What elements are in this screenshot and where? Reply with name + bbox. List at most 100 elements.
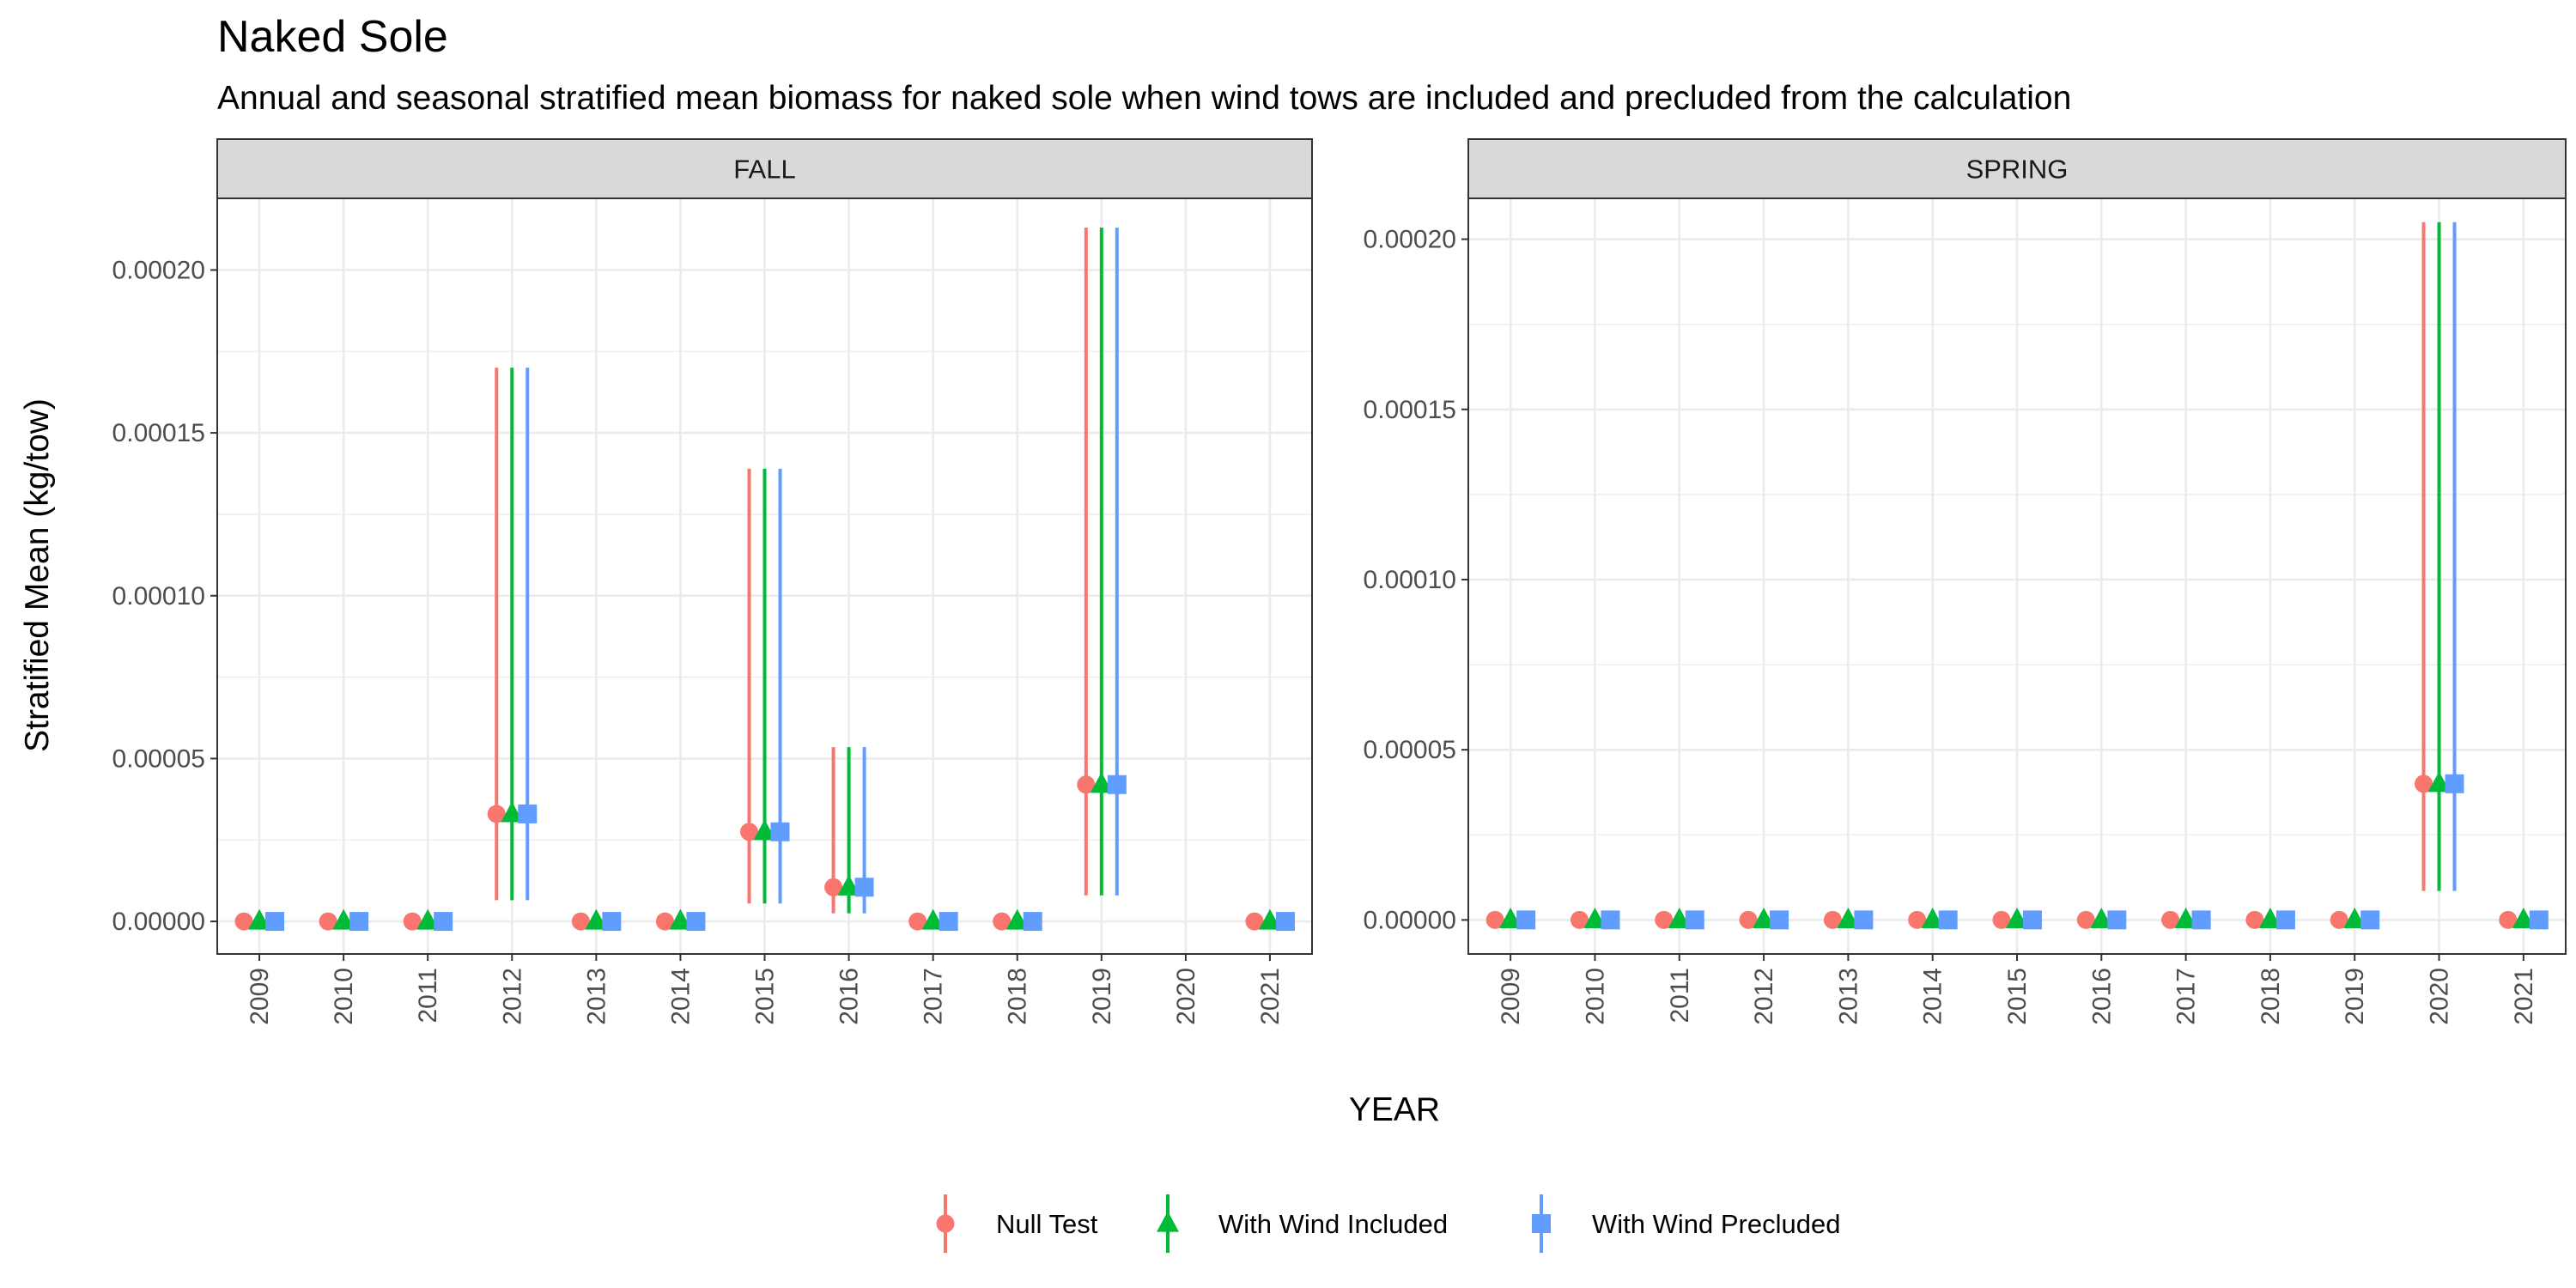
legend-item-with-wind-precluded: With Wind Precluded — [1532, 1194, 1840, 1253]
point-null-test-2019 — [1077, 775, 1096, 794]
y-tick-label: 0.00020 — [112, 256, 205, 284]
y-tick-label: 0.00010 — [1364, 566, 1456, 594]
point-null-test-2015 — [740, 823, 758, 841]
point-with-wind-included-2018 — [1005, 908, 1029, 930]
panel-border — [216, 197, 1313, 955]
point-with-wind-included-2016 — [2090, 907, 2113, 928]
legend-item-null-test: Null Test — [936, 1194, 1098, 1253]
point-null-test-2011 — [1655, 910, 1674, 929]
x-tick-label-2015: 2015 — [751, 968, 780, 1025]
point-null-test-2021 — [2499, 910, 2518, 929]
x-tick-label-2013: 2013 — [582, 968, 611, 1025]
y-tick-label: 0.00005 — [1364, 736, 1456, 764]
series-with-wind-precluded — [265, 228, 1295, 932]
point-null-test-2010 — [1570, 910, 1589, 929]
legend-item-with-wind-included: With Wind Included — [1157, 1194, 1448, 1253]
y-tick-label: 0.00020 — [1364, 226, 1456, 254]
point-null-test-2016 — [2076, 910, 2095, 929]
x-tick-label-2019: 2019 — [2341, 968, 2369, 1025]
point-with-wind-precluded-2012 — [518, 804, 538, 823]
point-null-test-2021 — [1245, 912, 1264, 931]
x-tick-label-2017: 2017 — [2172, 968, 2201, 1025]
point-with-wind-precluded-2019 — [1107, 775, 1127, 794]
point-with-wind-precluded-2017 — [939, 912, 958, 932]
point-null-test-2017 — [2161, 910, 2180, 929]
point-null-test-2013 — [1823, 910, 1842, 929]
point-with-wind-included-2010 — [332, 908, 355, 930]
y-tick-label: 0.00005 — [112, 744, 205, 773]
point-with-wind-included-2015 — [2006, 907, 2028, 928]
x-tick-label-2017: 2017 — [920, 968, 948, 1025]
point-with-wind-precluded-2021 — [2529, 910, 2549, 930]
point-null-test-2018 — [2245, 910, 2264, 929]
point-null-test-2017 — [908, 912, 927, 931]
x-tick-label-2018: 2018 — [1004, 968, 1032, 1025]
y-tick-label: 0.00000 — [112, 908, 205, 936]
point-with-wind-included-2012 — [1753, 907, 1776, 928]
point-with-wind-precluded-2011 — [434, 912, 453, 932]
x-axis-title: YEAR — [1349, 1091, 1440, 1128]
legend-key-triangle — [1157, 1211, 1179, 1232]
point-with-wind-precluded-2018 — [1023, 912, 1042, 932]
point-with-wind-precluded-2016 — [854, 878, 874, 897]
point-with-wind-included-2019 — [1090, 772, 1113, 793]
panel-fall: FALL 0.00000 0.00005 0.00010 0.00015 0.00020 2… — [112, 138, 1313, 1025]
point-null-test-2009 — [1485, 910, 1504, 929]
x-tick-label-2018: 2018 — [2257, 968, 2285, 1025]
x-tick-label-2019: 2019 — [1088, 968, 1116, 1025]
x-tick-label-2016: 2016 — [835, 968, 864, 1025]
point-with-wind-included-2014 — [669, 908, 692, 930]
point-with-wind-included-2020 — [2427, 771, 2451, 793]
legend: Null Test With Wind Included With Wind Pre… — [936, 1194, 1840, 1253]
chart-title: Naked Sole — [217, 12, 448, 62]
point-with-wind-precluded-2010 — [1601, 910, 1620, 930]
x-tick-label-2015: 2015 — [2003, 968, 2032, 1025]
point-with-wind-included-2011 — [1668, 907, 1691, 928]
x-tick-label-2016: 2016 — [2087, 968, 2116, 1025]
chart-subtitle: Annual and seasonal stratified mean biom… — [217, 80, 2071, 117]
strip-label-spring: SPRING — [1966, 155, 2069, 185]
point-with-wind-included-2015 — [753, 819, 776, 841]
point-with-wind-precluded-2014 — [1938, 910, 1958, 930]
point-with-wind-included-2018 — [2258, 907, 2281, 928]
x-tick-label-2013: 2013 — [1834, 968, 1862, 1025]
point-with-wind-precluded-2017 — [2191, 910, 2211, 930]
x-tick-label-2014: 2014 — [1919, 968, 1947, 1025]
strip-label-fall: FALL — [733, 155, 795, 185]
x-tick-label-2012: 2012 — [1750, 968, 1778, 1025]
x-tick-label-2014: 2014 — [666, 968, 695, 1025]
point-with-wind-included-2017 — [2174, 907, 2197, 928]
series-with-wind-precluded — [1516, 222, 2549, 930]
x-tick-label-2020: 2020 — [1172, 968, 1200, 1025]
point-with-wind-included-2021 — [2512, 907, 2535, 928]
x-tick-label-2011: 2011 — [414, 968, 442, 1024]
strip-fall — [216, 138, 1313, 199]
point-with-wind-precluded-2013 — [602, 912, 622, 932]
point-with-wind-included-2009 — [248, 908, 271, 930]
legend-label: With Wind Included — [1218, 1209, 1448, 1239]
point-with-wind-precluded-2015 — [770, 822, 790, 841]
legend-key-square — [1532, 1214, 1551, 1233]
x-tick-label-2010: 2010 — [1581, 968, 1609, 1025]
series-null-test — [1485, 222, 2518, 929]
point-null-test-2014 — [655, 912, 674, 931]
point-null-test-2014 — [1908, 910, 1927, 929]
point-with-wind-precluded-2018 — [2275, 910, 2295, 930]
point-with-wind-included-2013 — [585, 908, 608, 930]
y-tick-label: 0.00010 — [112, 582, 205, 611]
point-null-test-2020 — [2415, 775, 2433, 793]
x-tick-label-2020: 2020 — [2426, 968, 2454, 1025]
point-null-test-2010 — [319, 912, 337, 931]
point-with-wind-precluded-2016 — [2107, 910, 2127, 930]
point-with-wind-included-2013 — [1837, 907, 1860, 928]
point-with-wind-precluded-2011 — [1685, 910, 1704, 930]
series-with-wind-included — [248, 228, 1281, 930]
point-null-test-2009 — [234, 912, 253, 931]
y-tick-label: 0.00000 — [1364, 906, 1456, 934]
panel-border — [1467, 197, 2567, 955]
x-tick-label-2021: 2021 — [2510, 968, 2538, 1025]
x-tick-label-2010: 2010 — [330, 968, 358, 1025]
point-with-wind-included-2011 — [416, 908, 440, 930]
point-with-wind-precluded-2020 — [2445, 774, 2464, 793]
strip-spring — [1467, 138, 2567, 199]
